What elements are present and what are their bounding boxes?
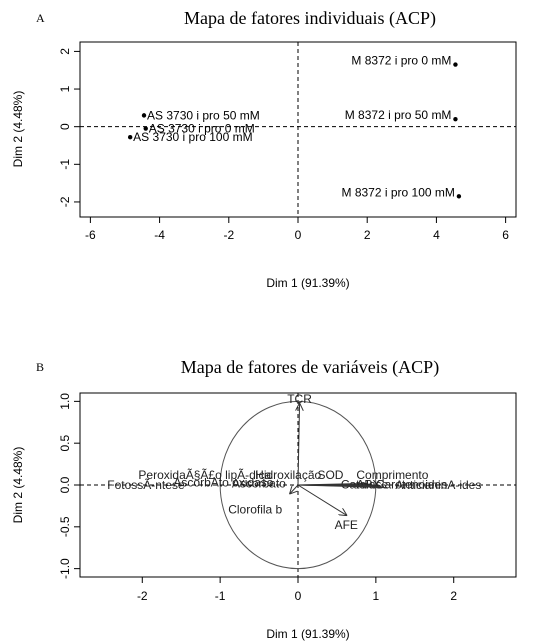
panel-b-variable-label: Hidroxilação xyxy=(255,468,321,482)
panel-b-letter: B xyxy=(36,360,44,374)
panel-b-y-tick-label: -1.0 xyxy=(58,558,72,579)
panel-b-variable-label: SOD xyxy=(317,468,343,482)
panel-a-x-label: Dim 1 (91.39%) xyxy=(266,276,349,290)
panel-a-x-tick-label: -2 xyxy=(223,228,234,242)
panel-a-point xyxy=(141,113,147,118)
panel-a-point-label: M 8372 i pro 50 mM xyxy=(345,108,452,122)
panel-b-x-axis: -2 -1 0 1 2 xyxy=(137,577,457,603)
panel-b-arrow-label: AFE xyxy=(335,518,358,532)
panel-b-y-tick-label: 0.0 xyxy=(58,476,72,493)
panel-a-y-tick-label: 2 xyxy=(58,48,72,55)
panel-a-point-label: M 8372 i pro 0 mM xyxy=(351,54,451,68)
panel-b-variable-label: Catalase xyxy=(341,477,389,491)
panel-b-y-tick-label: 1.0 xyxy=(58,393,72,410)
panel-a-point xyxy=(456,194,462,199)
panel-a-letter: A xyxy=(36,11,45,25)
panel-b-arrow-label: Clorofila b xyxy=(228,502,282,516)
panel-a-point xyxy=(453,62,458,67)
panel-a-x-tick-label: 0 xyxy=(295,228,302,242)
panel-b-title: Mapa de fatores de variáveis (ACP) xyxy=(181,357,439,378)
panel-b-y-tick-label: 0.5 xyxy=(58,435,72,452)
panel-b-variable-label: Carotenoides xyxy=(376,477,447,491)
panel-b-y-tick-label: -0.5 xyxy=(58,516,72,537)
panel-a-x-tick-label: -4 xyxy=(154,228,165,242)
panel-a-title: Mapa de fatores individuais (ACP) xyxy=(184,8,436,29)
panel-b-x-label: Dim 1 (91.39%) xyxy=(266,627,349,641)
panel-b: B Mapa de fatores de variáveis (ACP) -2-… xyxy=(11,357,517,641)
panel-a-y-tick-label: 0 xyxy=(58,123,72,130)
panel-b-x-tick-label: 1 xyxy=(373,589,380,603)
panel-b-variable-label: AnticianinA-ides xyxy=(395,478,481,492)
panel-a-y-tick-label: -1 xyxy=(58,159,72,170)
panel-b-arrows: TCR AFE Clorofila b xyxy=(228,392,358,532)
panel-b-overlapping-labels: PeroxidaÃ§Ã£o lipÃ-dicaFotossÃ-nteseAsco… xyxy=(107,468,481,492)
panel-a-point-label: AS 3730 i pro 50 mM xyxy=(147,108,260,122)
panel-a-point-label: AS 3730 i pro 100 mM xyxy=(133,130,252,144)
panel-a-point xyxy=(127,135,133,140)
panel-a-x-tick-label: 6 xyxy=(502,228,509,242)
panel-a-point-label: AS 3730 i pro 0 mM xyxy=(149,122,255,136)
panel-b-y-label: Dim 2 (4.48%) xyxy=(11,447,25,524)
panel-b-variable-label: PeroxidaÃ§Ã£o lipÃ-dica xyxy=(138,468,271,482)
panel-b-x-tick-label: 0 xyxy=(295,589,302,603)
panel-a-x-tick-label: -6 xyxy=(85,228,96,242)
panel-a-x-tick-label: 2 xyxy=(364,228,371,242)
panel-b-variable-label: Comprimento xyxy=(356,468,428,482)
panel-a-y-label: Dim 2 (4.48%) xyxy=(11,91,25,168)
panel-b-variable-label: APX xyxy=(356,477,380,491)
panel-b-x-tick-label: 2 xyxy=(450,589,457,603)
panel-a: A Mapa de fatores individuais (ACP) -6 -4… xyxy=(11,8,517,290)
panel-a-point-label: M 8372 i pro 100 mM xyxy=(342,185,455,199)
panel-b-y-axis: -1.0 -0.5 0.0 0.5 1.0 xyxy=(58,393,80,579)
panel-a-x-tick-label: 4 xyxy=(433,228,440,242)
panel-a-y-tick-label: 1 xyxy=(58,85,72,92)
panel-a-point xyxy=(143,126,148,131)
panel-a-y-axis: -2 -1 0 1 2 xyxy=(58,48,80,207)
panel-b-x-tick-label: -1 xyxy=(215,589,226,603)
panel-b-arrow xyxy=(297,484,388,489)
panel-a-y-tick-label: -2 xyxy=(58,196,72,207)
panel-b-variable-label: Ascorbato xyxy=(232,477,286,491)
panel-b-arrow xyxy=(290,484,299,493)
panel-b-variable-label: AscorbAto oxidase xyxy=(173,476,273,490)
panel-b-x-tick-label: -2 xyxy=(137,589,148,603)
panel-a-x-axis: -6 -4 -2 0 2 4 6 xyxy=(85,217,509,242)
panel-b-variable-label: FotossÃ-ntese xyxy=(107,478,185,492)
panel-b-arrow xyxy=(298,404,300,486)
panel-a-point xyxy=(453,116,458,122)
panel-b-arrow xyxy=(297,484,346,515)
panel-b-arrow-label: TCR xyxy=(287,392,312,406)
